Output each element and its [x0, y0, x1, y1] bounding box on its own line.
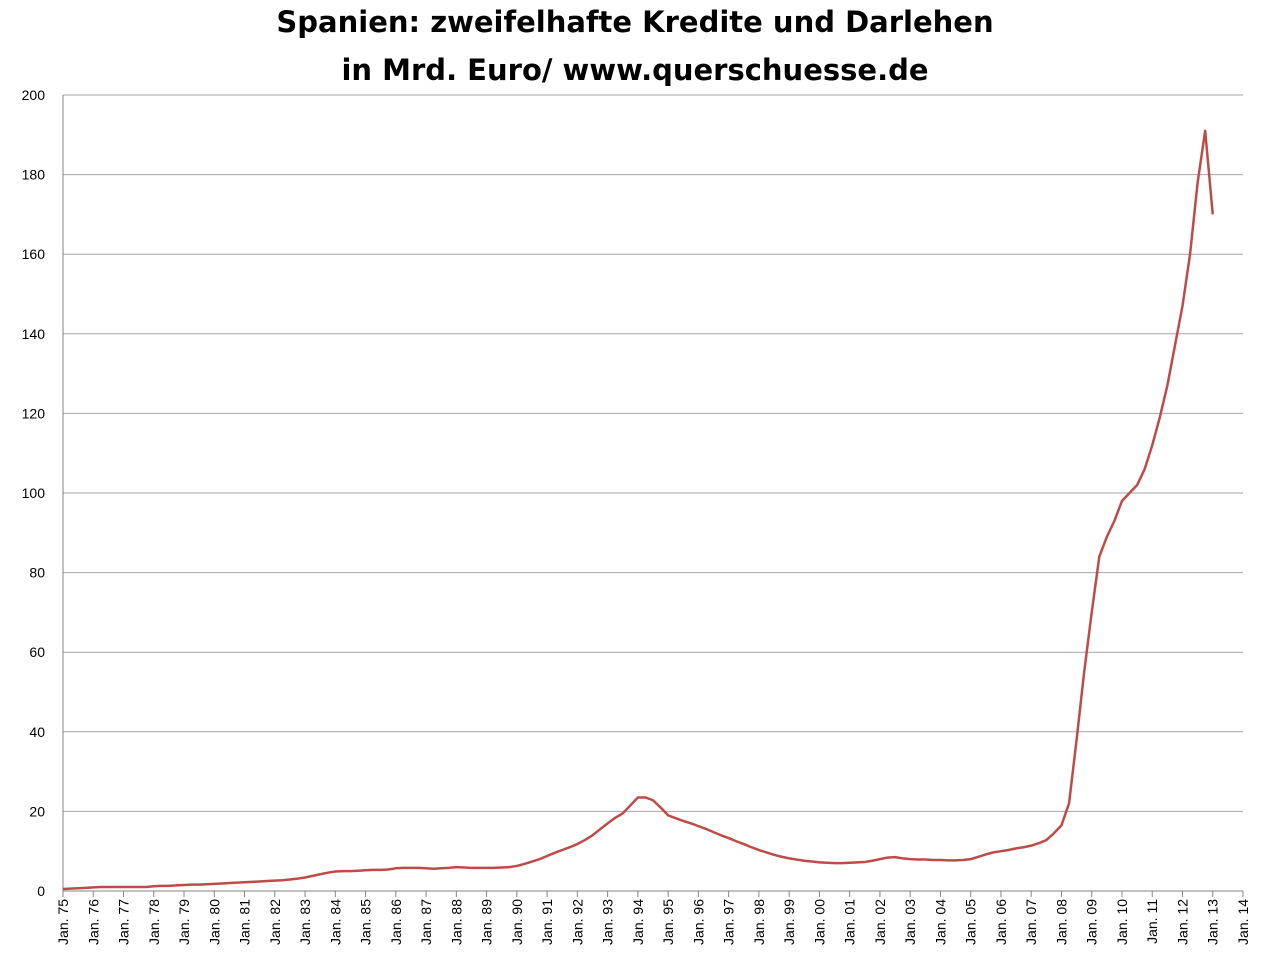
x-tick-label: Jan. 12	[1174, 899, 1190, 945]
x-tick-label: Jan. 97	[721, 899, 737, 945]
chart-subtitle: in Mrd. Euro/ www.querschuesse.de	[341, 53, 928, 87]
x-tick-label: Jan. 93	[600, 899, 616, 945]
x-tick-label: Jan. 75	[55, 899, 71, 945]
y-tick-label: 160	[22, 246, 46, 262]
y-tick-label: 100	[22, 485, 46, 501]
y-tick-label: 20	[29, 803, 45, 819]
x-tick-label: Jan. 80	[206, 899, 222, 945]
y-tick-label: 140	[22, 326, 46, 342]
x-tick-label: Jan. 02	[872, 899, 888, 945]
x-tick-label: Jan. 99	[781, 899, 797, 945]
y-tick-label: 120	[22, 405, 46, 421]
x-tick-label: Jan. 10	[1114, 899, 1130, 945]
x-tick-label: Jan. 76	[85, 899, 101, 945]
x-tick-label: Jan. 83	[297, 899, 313, 945]
x-tick-label: Jan. 95	[660, 899, 676, 945]
x-tick-label: Jan. 94	[630, 899, 646, 945]
x-tick-label: Jan. 87	[418, 899, 434, 945]
x-tick-label: Jan. 05	[963, 899, 979, 945]
x-tick-label: Jan. 09	[1084, 899, 1100, 945]
x-tick-label: Jan. 03	[902, 899, 918, 945]
y-tick-label: 40	[29, 724, 45, 740]
chart-title: Spanien: zweifelhafte Kredite und Darleh…	[276, 5, 993, 39]
y-tick-label: 180	[22, 167, 46, 183]
x-tick-label: Jan. 77	[116, 899, 132, 945]
x-tick-label: Jan. 90	[509, 899, 525, 945]
x-tick-label: Jan. 06	[993, 899, 1009, 945]
x-tick-label: Jan. 81	[237, 899, 253, 945]
x-tick-label: Jan. 07	[1023, 899, 1039, 945]
x-tick-label: Jan. 96	[690, 899, 706, 945]
x-tick-label: Jan. 00	[811, 899, 827, 945]
x-tick-label: Jan. 11	[1144, 899, 1160, 944]
x-tick-label: Jan. 78	[146, 899, 162, 945]
x-tick-label: Jan. 88	[448, 899, 464, 945]
x-tick-label: Jan. 92	[569, 899, 585, 945]
x-tick-label: Jan. 82	[267, 899, 283, 945]
x-tick-label: Jan. 01	[842, 899, 858, 945]
x-tick-label: Jan. 14	[1235, 899, 1251, 945]
x-tick-label: Jan. 08	[1053, 899, 1069, 945]
y-tick-label: 80	[29, 565, 45, 581]
x-tick-label: Jan. 98	[751, 899, 767, 945]
y-tick-label: 0	[37, 883, 45, 899]
y-tick-label: 60	[29, 644, 45, 660]
x-tick-label: Jan. 86	[388, 899, 404, 945]
x-tick-label: Jan. 91	[539, 899, 555, 945]
data-line	[62, 129, 1214, 891]
x-tick-label: Jan. 13	[1205, 899, 1221, 945]
x-tick-label: Jan. 89	[479, 899, 495, 945]
y-tick-label: 200	[22, 87, 46, 103]
x-tick-label: Jan. 85	[358, 899, 374, 945]
x-tick-label: Jan. 04	[932, 899, 948, 945]
x-tick-label: Jan. 79	[176, 899, 192, 945]
x-tick-label: Jan. 84	[327, 899, 343, 945]
